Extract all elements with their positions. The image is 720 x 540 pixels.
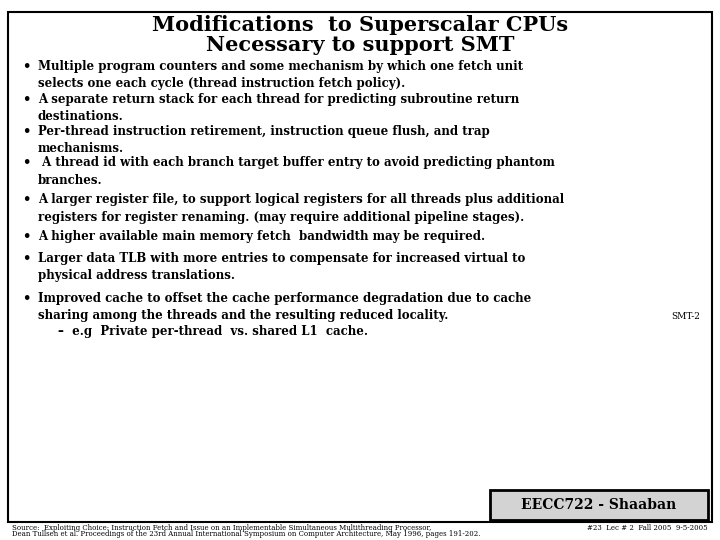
Text: Multiple program counters and some mechanism by which one fetch unit
selects one: Multiple program counters and some mecha… [38,60,523,91]
Text: •: • [22,125,30,138]
Text: Larger data TLB with more entries to compensate for increased virtual to
physica: Larger data TLB with more entries to com… [38,252,526,282]
Text: A higher available main memory fetch  bandwidth may be required.: A higher available main memory fetch ban… [38,230,485,243]
Text: Per-thread instruction retirement, instruction queue flush, and trap
mechanisms.: Per-thread instruction retirement, instr… [38,125,490,156]
Text: Necessary to support SMT: Necessary to support SMT [206,35,514,55]
Text: A larger register file, to support logical registers for all threads plus additi: A larger register file, to support logic… [38,193,564,224]
Text: •: • [22,292,30,305]
Text: •: • [22,93,30,106]
Text: •: • [22,60,30,73]
Bar [490,490,708,520]
Text: EECC722 - Shaaban: EECC722 - Shaaban [521,498,677,512]
Text: A thread id with each branch target buffer entry to avoid predicting phantom
bra: A thread id with each branch target buff… [38,156,555,186]
Text: •: • [22,230,30,243]
Text: A separate return stack for each thread for predicting subroutine return
destina: A separate return stack for each thread … [38,93,519,124]
Text: SMT-2: SMT-2 [671,312,700,321]
Text: #23  Lec # 2  Fall 2005  9-5-2005: #23 Lec # 2 Fall 2005 9-5-2005 [588,524,708,532]
Text: •: • [22,156,30,169]
Text: Dean Tullsen et al. Proceedings of the 23rd Annual International Symposium on Co: Dean Tullsen et al. Proceedings of the 2… [12,530,480,538]
Text: •: • [22,252,30,265]
Text: Improved cache to offset the cache performance degradation due to cache
sharing : Improved cache to offset the cache perfo… [38,292,531,322]
Text: –  e.g  Private per-thread  vs. shared L1  cache.: – e.g Private per-thread vs. shared L1 c… [58,325,368,338]
Text: Source:  Exploiting Choice: Instruction Fetch and Issue on an Implementable Simu: Source: Exploiting Choice: Instruction F… [12,524,431,532]
Text: •: • [22,193,30,206]
Text: Modifications  to Superscalar CPUs: Modifications to Superscalar CPUs [152,15,568,35]
